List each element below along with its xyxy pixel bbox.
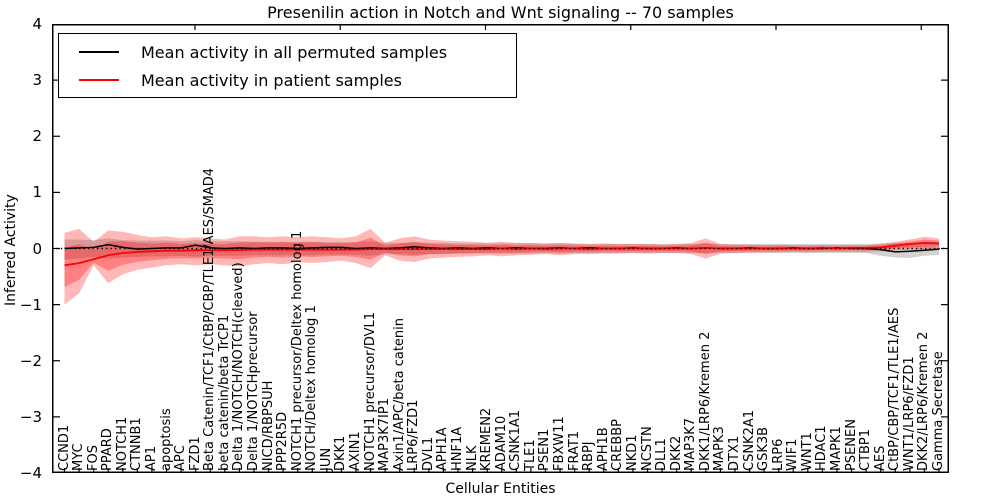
x-tick-label: FZD1	[187, 436, 203, 471]
x-tick-label: CtBP/CBP/TCF1/TLE1/AES	[887, 307, 903, 471]
x-tick-label: CTNNB1	[129, 417, 145, 471]
x-tick-label: MYC	[71, 443, 87, 471]
x-tick-label: APH1A	[435, 427, 451, 471]
x-tick-label: DKK2	[668, 435, 684, 471]
x-tick-label: KREMEN2	[479, 407, 495, 471]
x-tick-label: DKK1/LRP6/Kremen 2	[697, 331, 713, 471]
x-tick-label: Delta 1/NOTCHprecursor	[245, 311, 261, 471]
y-tick-label: −3	[19, 407, 42, 426]
x-tick-label: Axin1/APC/beta catenin	[391, 317, 407, 471]
y-tick-label: −4	[19, 464, 42, 482]
x-tick-label: apoptosis	[158, 408, 174, 471]
x-tick-label: MAPK3	[712, 426, 728, 471]
x-tick-label: CCND1	[56, 424, 72, 471]
x-tick-label: MAP3K7	[683, 417, 699, 471]
x-tick-label: Gamma Secretase	[931, 351, 946, 471]
x-tick-label: NOTCH1 precursor/DVL1	[362, 311, 378, 471]
permuted-line-sample	[79, 51, 119, 53]
x-tick-label: CSNK2A1	[741, 409, 757, 471]
x-tick-label: NOTCH1 precursor/Deltex homolog 1	[289, 230, 305, 471]
x-tick-label: PPARD	[100, 428, 116, 471]
y-tick-label: 0	[32, 239, 42, 258]
x-tick-label: ADAM10	[493, 415, 509, 471]
x-tick-label: MAPK1	[828, 426, 844, 471]
legend-entry-permuted: Mean activity in all permuted samples	[71, 38, 516, 66]
x-tick-label: TLE1	[522, 439, 538, 471]
y-tick-label: 1	[32, 183, 42, 202]
x-tick-label: CSNK1A1	[508, 409, 524, 471]
y-tick-label: 2	[32, 127, 42, 146]
x-tick-label: WNT1/LRP6/FZD1	[901, 356, 917, 471]
x-tick-label: DTX1	[726, 435, 742, 471]
x-tick-label: GSK3B	[756, 426, 772, 471]
legend-label-permuted: Mean activity in all permuted samples	[141, 42, 448, 62]
x-tick-label: AES	[872, 445, 888, 471]
x-tick-label: HNF1A	[450, 426, 466, 471]
x-tick-label: NLK	[464, 445, 480, 472]
x-tick-label: LRP6	[770, 438, 786, 471]
patient-line-sample	[79, 79, 119, 81]
x-tick-label: beta catenin/beta TrCP1	[216, 314, 232, 471]
legend: Mean activity in all permuted samples Me…	[58, 33, 517, 98]
chart-title: Presenilin action in Notch and Wnt signa…	[267, 3, 734, 22]
x-tick-label: DKK1	[333, 435, 349, 471]
x-tick-label: MAP3K7IP1	[377, 398, 393, 471]
x-tick-label: WIF1	[785, 438, 801, 471]
patient-mean-line	[64, 241, 940, 267]
x-tick-label: CREBBP	[610, 419, 626, 471]
x-tick-label: APH1B	[595, 427, 611, 471]
tick-marks	[53, 24, 948, 473]
x-tick-label: FOS	[85, 445, 101, 471]
x-tick-label: NCSTN	[639, 426, 655, 471]
x-tick-label: Delta 1/NOTCH/NOTCH(cleaved)	[231, 262, 247, 471]
x-tick-label: PSENEN	[843, 419, 859, 471]
x-tick-label: FBXW11	[552, 416, 568, 471]
y-tick-label: −2	[19, 351, 42, 370]
x-tick-label: JUN	[318, 447, 334, 471]
x-tick-label: CTBP1	[858, 428, 874, 471]
x-tick-label: LRP6/FZD1	[406, 399, 422, 471]
x-tick-label: DVL1	[420, 436, 436, 471]
y-tick-label: 4	[32, 15, 42, 33]
x-axis-label: Cellular Entities	[445, 481, 556, 497]
x-tick-label: FRAT1	[566, 430, 582, 471]
y-tick-label: 3	[32, 71, 42, 90]
x-tick-label: AXIN1	[348, 431, 363, 471]
x-tick-label: AP1	[143, 445, 159, 471]
x-tick-label: NKD1	[624, 434, 640, 471]
x-tick-label: DKK2/LRP6/Kremen 2	[916, 331, 932, 471]
y-tick-label: −1	[19, 295, 42, 314]
legend-label-patient: Mean activity in patient samples	[141, 70, 402, 90]
patient-band-outer	[64, 228, 939, 305]
legend-entry-patient: Mean activity in patient samples	[71, 66, 516, 94]
plot-area	[52, 24, 949, 473]
chart-canvas	[52, 24, 949, 473]
x-tick-label: PPP2R5D	[275, 411, 291, 471]
x-tick-label: HDAC1	[814, 425, 830, 471]
x-tick-label: RBPJ	[581, 441, 597, 471]
x-tick-label: NOTCH/Deltex homolog 1	[304, 305, 320, 471]
x-tick-label: NICD/RBPSUH	[260, 380, 276, 471]
x-tick-label: NOTCH1	[114, 416, 130, 471]
x-tick-label: WNT1	[799, 432, 815, 471]
plot-spines	[52, 24, 949, 473]
x-tick-label: PSEN1	[537, 428, 553, 471]
x-tick-label: DLL1	[654, 438, 670, 471]
x-tick-label: Beta Catenin/TCF1/CtBP/CBP/TLE1/AES/SMAD…	[202, 167, 218, 471]
x-tick-label: APC	[173, 445, 189, 471]
